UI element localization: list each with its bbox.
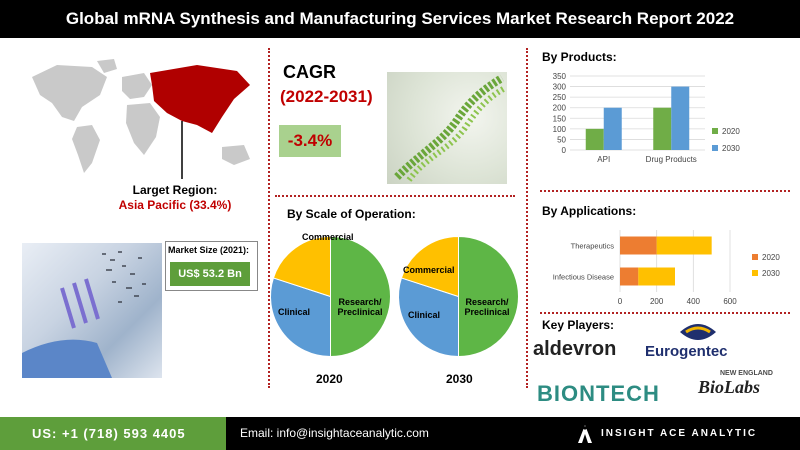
pie-2030-slice-2 xyxy=(400,235,459,298)
logo-aldevron: aldevron xyxy=(533,338,617,360)
footer-email[interactable]: Email: info@insightaceanalytic.com xyxy=(240,426,429,440)
lab-photo xyxy=(22,243,162,378)
products-y-tick: 250 xyxy=(553,93,567,102)
divider-middle xyxy=(275,195,515,197)
pie-2020-year: 2020 xyxy=(316,372,343,386)
cagr-value: -3.4% xyxy=(279,125,341,157)
pie-2030-label-commercial: Commercial xyxy=(403,265,455,275)
logo-biontech: BIONTECH xyxy=(537,381,660,406)
products-y-tick: 350 xyxy=(553,72,567,81)
pie-2020-label-commercial: Commercial xyxy=(302,232,354,242)
applications-bar-2030-1 xyxy=(638,267,675,286)
applications-title: By Applications: xyxy=(542,204,637,218)
products-legend-swatch xyxy=(712,145,718,151)
products-x-label: Drug Products xyxy=(646,155,697,164)
cagr-title: CAGR xyxy=(283,62,336,82)
applications-bar-2020-0 xyxy=(620,236,657,255)
applications-y-label: Therapeutics xyxy=(571,242,615,251)
market-size-value: US$ 53.2 Bn xyxy=(170,262,250,286)
market-size-label: Market Size (2021): xyxy=(168,245,250,255)
products-bar-2030-0 xyxy=(603,107,622,150)
products-bar-2020-0 xyxy=(585,128,604,150)
applications-legend-swatch xyxy=(752,270,758,276)
products-bar-2030-1 xyxy=(671,86,690,150)
divider-right-2 xyxy=(540,312,790,314)
pie-2020-slice-1 xyxy=(270,277,331,358)
logo-neb: NEW ENGLAND BioLabs xyxy=(698,370,788,410)
applications-x-tick: 400 xyxy=(687,297,701,306)
products-y-tick: 300 xyxy=(553,83,567,92)
pie-chart-2030 xyxy=(398,235,519,358)
products-legend-label: 2020 xyxy=(722,127,740,136)
products-y-tick: 0 xyxy=(562,146,567,155)
applications-bar-2030-0 xyxy=(656,236,712,255)
applications-legend-swatch xyxy=(752,254,758,260)
products-y-tick: 50 xyxy=(557,135,566,144)
applications-y-label: Infectious Disease xyxy=(553,273,614,282)
applications-legend-label: 2030 xyxy=(762,269,780,278)
dna-photo xyxy=(387,72,507,184)
scale-title: By Scale of Operation: xyxy=(287,207,416,221)
applications-bar-2020-1 xyxy=(620,267,639,286)
pie-2020-slice-2 xyxy=(272,235,331,298)
region-value: Asia Pacific (33.4%) xyxy=(118,198,232,212)
products-x-label: API xyxy=(597,155,610,164)
products-legend-swatch xyxy=(712,128,718,134)
applications-legend-label: 2020 xyxy=(762,253,780,262)
applications-bar-chart: 0 200 400 600 Therapeutics Infectious Disease… xyxy=(553,230,780,306)
products-y-tick: 150 xyxy=(553,114,567,123)
pie-2020-slice-0 xyxy=(330,235,391,358)
products-title: By Products: xyxy=(542,50,617,64)
pie-2030-year: 2030 xyxy=(446,372,473,386)
pie-2020-label-clinical: Clinical xyxy=(278,307,311,317)
eurogentec-icon xyxy=(680,324,716,340)
pie-2030-label-clinical: Clinical xyxy=(408,310,441,320)
applications-x-tick: 0 xyxy=(618,297,623,306)
region-label: Larget Region: xyxy=(132,183,218,197)
products-legend-label: 2030 xyxy=(722,144,740,153)
neb-top-text: NEW ENGLAND xyxy=(720,370,773,377)
cagr-period: (2022-2031) xyxy=(280,87,373,106)
page-title: Global mRNA Synthesis and Manufacturing … xyxy=(0,0,800,38)
products-y-tick: 100 xyxy=(553,125,567,134)
products-y-tick: 200 xyxy=(553,104,567,113)
neb-main-text: BioLabs xyxy=(698,377,761,397)
pie-2030-label-research: Research/ Preclinical xyxy=(464,297,510,317)
pie-2030-slice-0 xyxy=(458,235,519,358)
divider-right-1 xyxy=(540,190,790,192)
pie-chart-2020 xyxy=(270,235,391,358)
divider-right xyxy=(526,48,528,388)
players-title: Key Players: xyxy=(542,318,615,332)
footer-phone[interactable]: US: +1 (718) 593 4405 xyxy=(0,417,226,450)
applications-x-tick: 600 xyxy=(723,297,737,306)
applications-x-tick: 200 xyxy=(650,297,664,306)
brand-icon xyxy=(578,425,592,443)
pie-2020-label-research: Research/ Preclinical xyxy=(337,297,383,317)
divider-left xyxy=(268,48,270,388)
footer: US: +1 (718) 593 4405 Email: info@insigh… xyxy=(0,417,800,450)
logo-eurogentec: Eurogentec xyxy=(645,343,728,360)
footer-brand: INSIGHT ACE ANALYTIC xyxy=(601,428,758,439)
products-bar-2020-1 xyxy=(653,107,672,150)
world-map xyxy=(32,59,250,179)
pie-2030-slice-1 xyxy=(398,277,459,358)
